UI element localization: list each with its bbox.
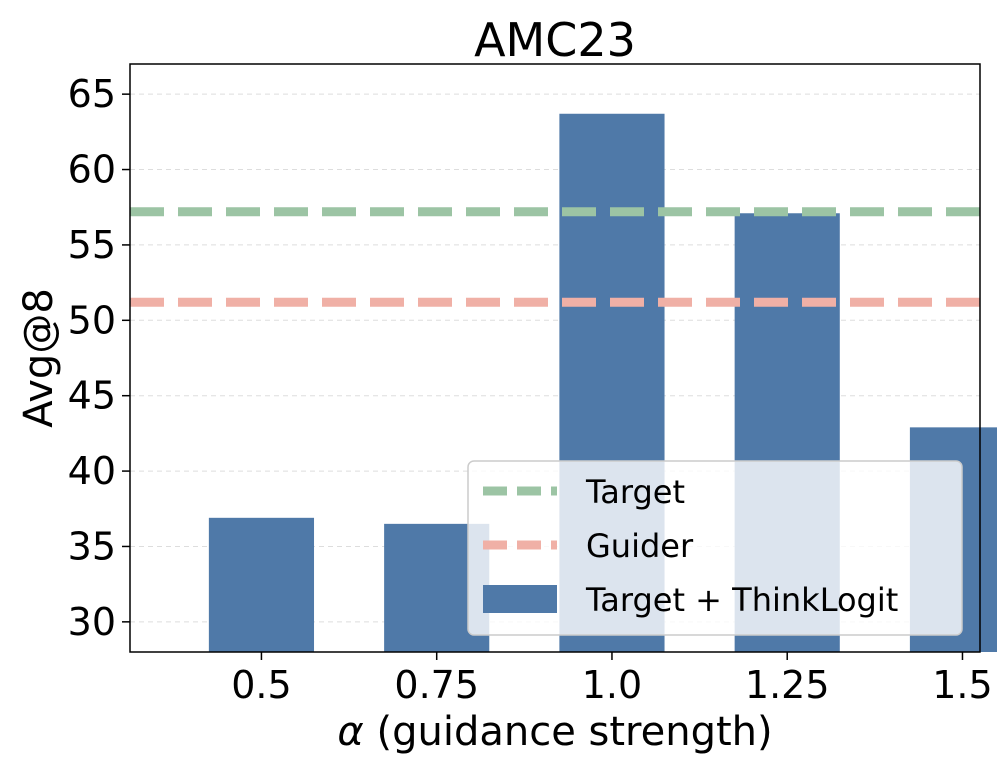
legend-label-target-thinklogit: Target + ThinkLogit bbox=[585, 581, 898, 619]
x-tick-label: 0.5 bbox=[231, 663, 291, 707]
legend-swatch-target-thinklogit bbox=[483, 585, 557, 613]
legend-label-guider: Guider bbox=[586, 527, 694, 565]
bar bbox=[208, 517, 315, 652]
x-axis-symbol: α bbox=[337, 709, 363, 755]
x-tick-label: 1.0 bbox=[582, 663, 642, 707]
legend-label-target: Target bbox=[585, 473, 685, 511]
y-tick-label: 55 bbox=[68, 223, 116, 267]
y-tick-label: 45 bbox=[68, 374, 116, 418]
y-tick-label: 65 bbox=[68, 72, 116, 116]
x-tick-label: 1.5 bbox=[932, 663, 992, 707]
y-tick-label: 40 bbox=[68, 449, 116, 493]
y-tick-label: 30 bbox=[68, 600, 116, 644]
x-tick-label: 0.75 bbox=[394, 663, 479, 707]
x-axis-label-text: (guidance strength) bbox=[376, 709, 772, 755]
y-axis-ticks: 30 35 40 45 50 55 60 65 bbox=[68, 72, 130, 644]
legend: Target Guider Target + ThinkLogit bbox=[467, 460, 963, 636]
y-tick-label: 60 bbox=[68, 148, 116, 192]
x-axis-label: α (guidance strength) bbox=[337, 709, 772, 755]
chart-title: AMC23 bbox=[474, 13, 636, 67]
y-tick-label: 35 bbox=[68, 524, 116, 568]
y-axis-label: Avg@8 bbox=[16, 288, 62, 428]
plot-area-frame bbox=[129, 63, 981, 653]
x-axis-ticks: 0.5 0.75 1.0 1.25 1.5 bbox=[231, 652, 993, 707]
legend-frame bbox=[467, 460, 963, 636]
reference-lines bbox=[130, 207, 980, 307]
y-tick-label: 50 bbox=[68, 298, 116, 342]
x-tick-label: 1.25 bbox=[745, 663, 830, 707]
